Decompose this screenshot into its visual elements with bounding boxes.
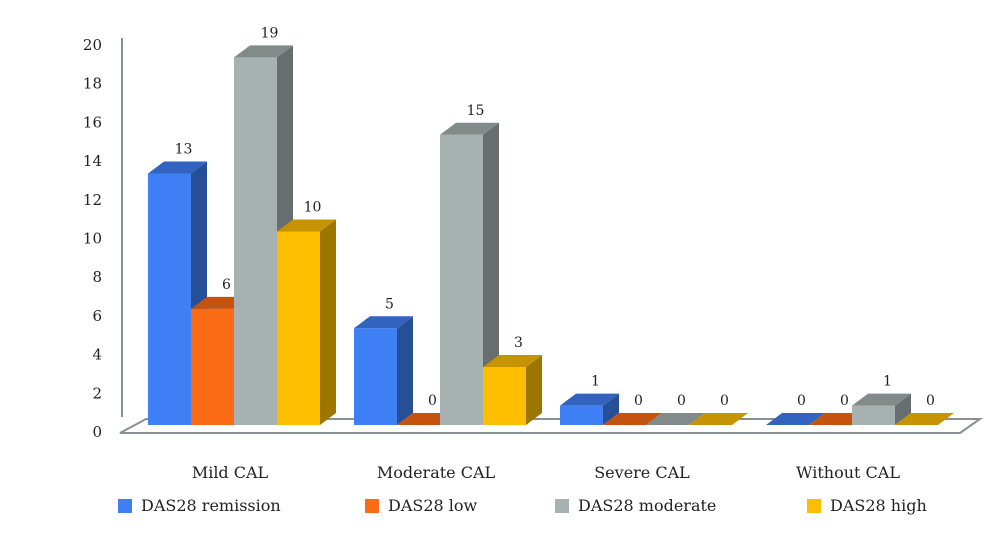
- bar-side: [603, 393, 619, 425]
- bar: [766, 413, 825, 425]
- legend-item: DAS28 low: [365, 496, 477, 515]
- bar-side: [320, 219, 336, 425]
- data-label: 5: [385, 296, 394, 312]
- x-axis-categories: Mild CAL Moderate CAL Severe CAL Without CA…: [192, 463, 901, 482]
- bar-side: [526, 354, 542, 425]
- legend-item: DAS28 remission: [118, 496, 281, 515]
- legend-swatch: [807, 498, 821, 513]
- data-label: 0: [840, 393, 849, 409]
- y-tick-label: 18: [83, 75, 102, 93]
- bar-top: [277, 219, 336, 232]
- y-tick-label: 0: [92, 423, 102, 441]
- legend-item: DAS28 moderate: [555, 496, 716, 515]
- y-tick-label: 14: [83, 152, 102, 170]
- y-tick-label: 16: [83, 113, 102, 131]
- data-label: 0: [720, 393, 729, 409]
- bar: [483, 354, 542, 425]
- bar-top: [895, 413, 954, 425]
- bar-top: [483, 354, 542, 367]
- bar-top: [646, 413, 705, 425]
- data-label: 1: [591, 374, 600, 390]
- legend-label: DAS28 moderate: [578, 496, 717, 515]
- bar-front: [191, 308, 234, 425]
- data-label: 0: [797, 393, 806, 409]
- y-tick-label: 4: [92, 346, 102, 364]
- data-label: 10: [304, 200, 322, 216]
- bar-top: [148, 161, 207, 174]
- bar: [603, 413, 662, 425]
- bar-front: [560, 405, 603, 425]
- data-label: 19: [261, 25, 279, 41]
- bar: [277, 219, 336, 425]
- legend-swatch: [118, 498, 132, 513]
- data-label: 6: [222, 277, 231, 293]
- bar-top: [852, 393, 911, 406]
- bar: [440, 122, 499, 425]
- y-axis-ticks: 0 2 4 6 8 10 12 14 16 18 20: [83, 36, 102, 441]
- bar: [646, 413, 705, 425]
- chart-floor: [119, 418, 984, 434]
- x-category-label: Severe CAL: [594, 463, 690, 482]
- y-tick-label: 12: [83, 191, 102, 209]
- bar-front: [483, 366, 526, 425]
- bar-front: [354, 328, 397, 425]
- chart-axes: [119, 38, 984, 434]
- data-label: 3: [514, 335, 523, 351]
- chart-legend: DAS28 remission DAS28 low DAS28 moderate DA…: [0, 496, 1000, 522]
- bar: [689, 413, 748, 425]
- bar: [895, 413, 954, 425]
- bar-top: [766, 413, 825, 425]
- bar-top: [603, 413, 662, 425]
- y-tick-label: 10: [83, 230, 102, 248]
- legend-swatch: [555, 498, 569, 513]
- bar-top: [354, 316, 413, 329]
- data-label: 15: [467, 103, 485, 119]
- chart-bars: [148, 45, 954, 425]
- legend-label: DAS28 low: [388, 496, 478, 515]
- bar-front: [852, 405, 895, 425]
- y-tick-label: 6: [92, 307, 102, 325]
- x-category-label: Without CAL: [796, 463, 900, 482]
- y-tick-label: 2: [92, 384, 102, 402]
- bar-side: [895, 393, 911, 425]
- bar-top: [440, 122, 499, 135]
- bar: [148, 161, 207, 425]
- x-category-label: Mild CAL: [192, 463, 269, 482]
- bar: [560, 393, 619, 425]
- data-label: 0: [428, 393, 437, 409]
- bar-front: [234, 57, 277, 425]
- bar-top: [689, 413, 748, 425]
- y-tick-label: 20: [83, 36, 102, 54]
- bar: [354, 316, 413, 425]
- y-tick-label: 8: [92, 268, 102, 286]
- data-label: 0: [634, 393, 643, 409]
- bar-top: [560, 393, 619, 406]
- bar-side: [483, 122, 499, 425]
- x-category-label: Moderate CAL: [377, 463, 496, 482]
- data-label: 1: [883, 374, 892, 390]
- bar-front: [440, 134, 483, 425]
- legend-swatch: [365, 498, 379, 513]
- data-label: 0: [677, 393, 686, 409]
- legend-label: DAS28 remission: [141, 496, 281, 515]
- bar-front: [148, 173, 191, 425]
- bar-top: [234, 45, 293, 58]
- bar-side: [397, 316, 413, 425]
- legend-label: DAS28 high: [830, 496, 927, 515]
- bar-front: [277, 231, 320, 425]
- legend-item: DAS28 high: [807, 496, 927, 515]
- data-label: 0: [926, 393, 935, 409]
- bar: [852, 393, 911, 425]
- data-label: 13: [175, 141, 193, 157]
